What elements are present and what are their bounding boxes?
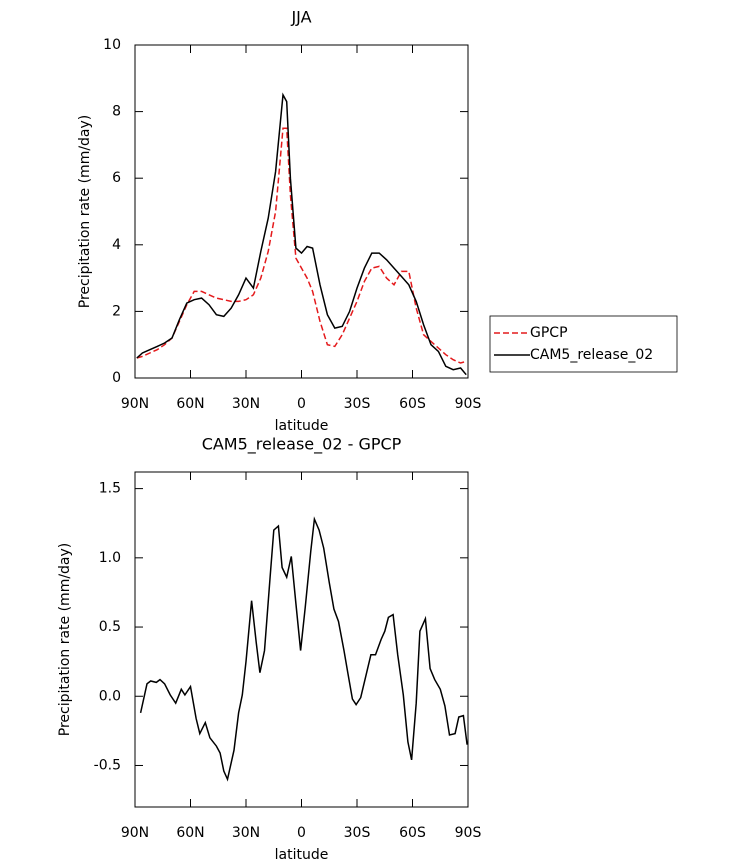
x-tick-label: 90N (121, 825, 149, 841)
x-axis-label: latitude (275, 418, 329, 434)
y-tick-label: 6 (112, 170, 121, 186)
y-tick-label: 1.0 (99, 550, 121, 566)
plot-frame (134, 44, 469, 379)
x-axis-label: latitude (275, 847, 329, 863)
y-tick-label: 0.5 (99, 619, 121, 635)
y-tick-label: 1.5 (99, 481, 121, 497)
x-tick-label: 90S (455, 396, 482, 412)
y-axis-label: Precipitation rate (mm/day) (57, 543, 73, 737)
x-tick-label: 30N (232, 825, 260, 841)
x-tick-label: 0 (297, 396, 306, 412)
x-tick-label: 30N (232, 396, 260, 412)
x-tick-label: 30S (344, 825, 371, 841)
data-line (136, 92, 467, 376)
y-axis-label: Precipitation rate (mm/day) (77, 115, 93, 309)
y-tick-label: 0.0 (99, 688, 121, 704)
x-tick-label: 90N (121, 396, 149, 412)
x-tick-label: 60S (399, 825, 426, 841)
y-tick-label: -0.5 (94, 757, 121, 773)
legend-label: GPCP (530, 325, 568, 341)
y-tick-label: 8 (112, 104, 121, 120)
y-tick-label: 2 (112, 303, 121, 319)
chart-title: CAM5_release_02 - GPCP (202, 435, 402, 455)
data-line (139, 516, 468, 782)
x-tick-label: 60N (176, 396, 204, 412)
data-line (136, 127, 467, 364)
x-tick-label: 0 (297, 825, 306, 841)
legend-box (489, 315, 678, 373)
x-tick-label: 90S (455, 825, 482, 841)
legend-label: CAM5_release_02 (530, 347, 653, 363)
y-tick-label: 0 (112, 370, 121, 386)
x-tick-label: 30S (344, 396, 371, 412)
x-tick-label: 60N (176, 825, 204, 841)
y-tick-label: 4 (112, 237, 121, 253)
x-tick-label: 60S (399, 396, 426, 412)
chart-title: JJA (290, 8, 311, 27)
y-tick-label: 10 (103, 37, 121, 53)
